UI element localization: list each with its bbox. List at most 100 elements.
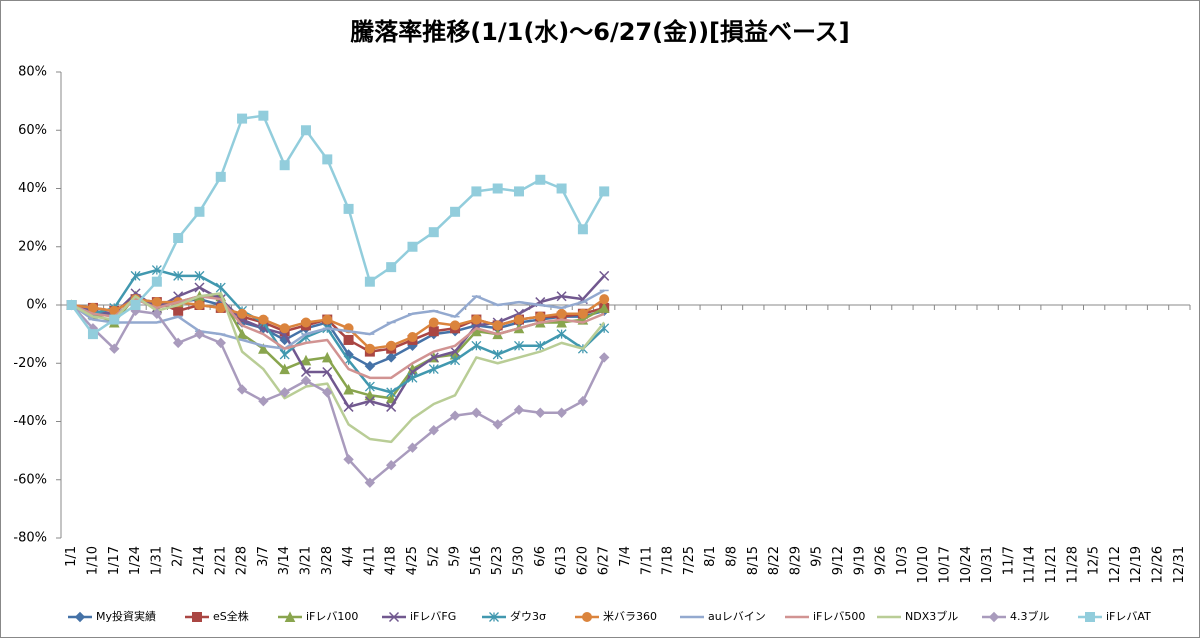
legend-item: My投資実績 bbox=[68, 609, 156, 623]
marker bbox=[582, 612, 592, 622]
marker bbox=[109, 314, 120, 325]
x-tick-label: 2/28 bbox=[235, 546, 250, 575]
marker bbox=[428, 364, 439, 375]
marker bbox=[236, 328, 248, 340]
marker bbox=[279, 387, 290, 398]
marker bbox=[428, 227, 439, 238]
x-tick-label: 9/26 bbox=[874, 546, 889, 575]
legend-item: eS全株 bbox=[185, 609, 249, 623]
marker bbox=[300, 125, 311, 136]
x-tick-label: 2/14 bbox=[192, 546, 207, 575]
legend-item: NDX3ブル bbox=[877, 609, 958, 623]
marker bbox=[237, 113, 248, 124]
marker bbox=[130, 270, 141, 281]
x-tick-label: 5/16 bbox=[469, 546, 484, 575]
marker bbox=[492, 183, 503, 194]
legend-label: iFレバFG bbox=[410, 610, 456, 623]
marker bbox=[284, 611, 296, 622]
marker bbox=[194, 282, 205, 293]
marker bbox=[258, 314, 269, 325]
legend-label: iFレバ100 bbox=[306, 610, 358, 623]
marker bbox=[471, 314, 482, 325]
marker bbox=[598, 302, 610, 313]
x-tick-label: 1/17 bbox=[107, 546, 122, 575]
marker bbox=[236, 384, 248, 395]
marker bbox=[428, 317, 439, 328]
x-tick-label: 12/5 bbox=[1087, 546, 1102, 575]
marker bbox=[194, 328, 205, 340]
marker bbox=[598, 352, 610, 363]
series-line bbox=[71, 295, 605, 380]
x-tick-label: 12/26 bbox=[1151, 546, 1166, 583]
marker bbox=[258, 343, 269, 354]
x-tick-label: 8/29 bbox=[788, 546, 803, 575]
marker bbox=[322, 387, 333, 398]
marker bbox=[428, 425, 439, 436]
legend-item: auレバイン bbox=[680, 610, 766, 623]
legend-item: iFレバ500 bbox=[785, 610, 865, 623]
marker bbox=[151, 276, 162, 287]
x-tick-label: 11/14 bbox=[1023, 546, 1038, 583]
marker bbox=[556, 183, 567, 194]
x-tick-label: 2/7 bbox=[171, 546, 186, 567]
marker bbox=[173, 233, 184, 244]
y-tick-label: 20% bbox=[18, 239, 47, 254]
marker bbox=[279, 349, 290, 360]
marker bbox=[364, 276, 375, 287]
marker bbox=[300, 366, 312, 378]
marker bbox=[407, 372, 418, 383]
marker bbox=[407, 442, 418, 453]
x-tick-label: 9/12 bbox=[831, 546, 846, 575]
marker bbox=[599, 186, 610, 197]
marker bbox=[450, 355, 461, 366]
marker bbox=[321, 351, 333, 363]
marker bbox=[215, 171, 226, 182]
x-tick-label: 7/25 bbox=[682, 546, 697, 575]
marker bbox=[385, 352, 397, 363]
legend-label: iFレバ500 bbox=[813, 610, 865, 623]
x-tick-label: 12/12 bbox=[1108, 546, 1123, 583]
y-tick-label: -20% bbox=[13, 356, 47, 371]
marker bbox=[109, 343, 120, 354]
marker bbox=[577, 224, 588, 235]
marker bbox=[386, 401, 397, 412]
x-tick-label: 1/31 bbox=[149, 546, 164, 575]
x-tick-label: 3/14 bbox=[277, 546, 292, 575]
legend-item: iFレバAT bbox=[1078, 610, 1151, 623]
marker bbox=[322, 366, 333, 378]
marker bbox=[556, 329, 567, 340]
x-tick-label: 6/20 bbox=[575, 546, 590, 575]
marker bbox=[386, 387, 397, 398]
marker bbox=[556, 407, 567, 418]
marker bbox=[192, 612, 202, 622]
marker bbox=[172, 337, 184, 349]
marker bbox=[322, 314, 333, 325]
marker bbox=[300, 354, 312, 366]
legend-item: 4.3ブル bbox=[982, 609, 1050, 623]
chart-title: 騰落率推移(1/1(水)～6/27(金))[損益ベース] bbox=[350, 18, 850, 46]
legend-label: 4.3ブル bbox=[1010, 609, 1050, 623]
legend-label: eS全株 bbox=[213, 609, 249, 623]
marker bbox=[194, 206, 205, 217]
x-tick-label: 7/18 bbox=[661, 546, 676, 575]
marker bbox=[556, 316, 567, 328]
x-tick-label: 10/10 bbox=[916, 546, 931, 583]
marker bbox=[194, 300, 205, 310]
x-tick-label: 3/7 bbox=[256, 546, 271, 567]
marker bbox=[385, 392, 397, 404]
marker bbox=[577, 395, 589, 407]
marker bbox=[173, 270, 184, 281]
legend-label: iFレバAT bbox=[1106, 610, 1151, 623]
marker bbox=[173, 305, 184, 316]
marker bbox=[151, 308, 163, 319]
x-tick-label: 8/8 bbox=[725, 546, 740, 567]
marker bbox=[428, 326, 439, 337]
x-tick-label: 6/6 bbox=[533, 546, 548, 567]
marker bbox=[471, 340, 482, 351]
x-tick-label: 11/7 bbox=[1001, 546, 1016, 575]
marker bbox=[343, 401, 354, 412]
marker bbox=[258, 395, 269, 407]
x-tick-label: 8/22 bbox=[767, 546, 782, 575]
series-line bbox=[71, 292, 606, 444]
